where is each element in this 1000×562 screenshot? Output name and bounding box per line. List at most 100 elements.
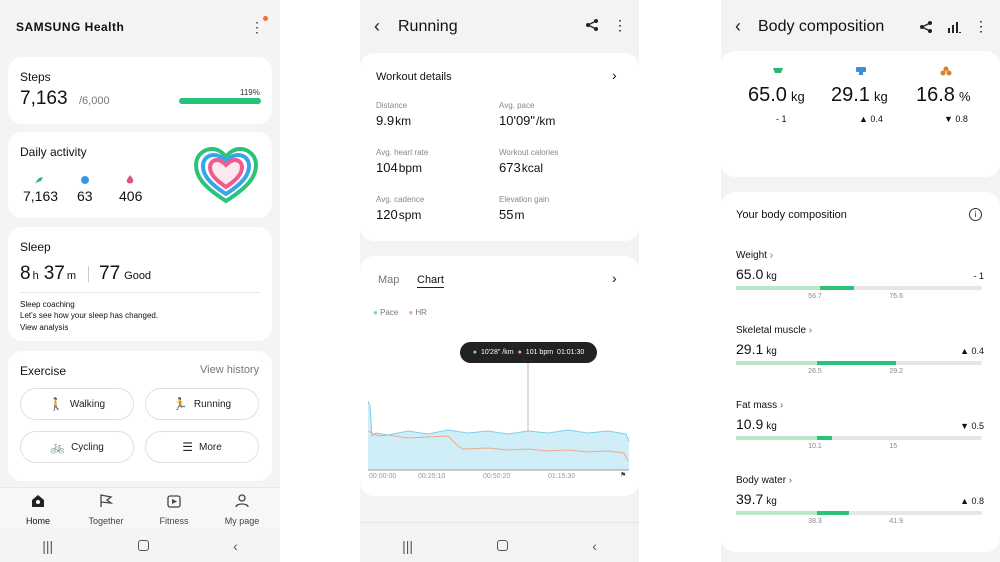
stat-unit: m — [514, 208, 525, 222]
steps-goal: /6,000 — [79, 95, 110, 107]
stat-unit: kcal — [521, 161, 544, 175]
walking-label: Walking — [69, 398, 106, 410]
home-screen: SAMSUNG Health ⋮ Steps 7,163 /6,000 119%… — [0, 0, 280, 562]
stat-unit: km — [395, 114, 412, 128]
chart-card: Map Chart › ● Pace ● HR ● 10'28" /km ● 101… — [360, 256, 639, 496]
pace-line — [368, 400, 630, 442]
nav-together[interactable]: Together — [80, 494, 132, 526]
sleep-minutes: 37 — [43, 263, 65, 284]
walking-button[interactable]: 🚶 Walking — [20, 388, 134, 420]
stat-number: 120 — [376, 207, 398, 222]
row-value: 65.0 kg — [736, 266, 777, 282]
recent-apps-icon[interactable]: ||| — [42, 537, 54, 554]
exercise-title: Exercise — [20, 364, 67, 378]
range-bar-segment — [736, 361, 818, 365]
legend-hr: ● HR — [408, 308, 427, 317]
running-screen: ‹ Running ⋮ Workout details › Distance 9.… — [360, 0, 639, 562]
more-options-icon[interactable]: ⋮ — [250, 18, 264, 35]
chevron-right-icon: › — [766, 250, 774, 261]
nav-home[interactable]: Home — [14, 494, 62, 526]
stat-unit: /km — [536, 114, 556, 128]
pace-hr-chart[interactable] — [368, 361, 632, 481]
nav-home-label: Home — [25, 516, 50, 526]
back-icon[interactable]: ‹ — [735, 16, 741, 36]
summary-delta: ▲ 0.4 — [859, 114, 883, 124]
sleep-minutes-unit: m — [66, 270, 77, 282]
row-label[interactable]: Skeletal muscle › — [736, 325, 812, 336]
recent-apps-icon[interactable]: ||| — [402, 537, 413, 554]
nav-my-page-label: My page — [224, 516, 260, 526]
stat-number: 673 — [499, 160, 521, 175]
stat-label: Avg. heart rate — [376, 148, 429, 157]
home-icon — [14, 494, 62, 510]
range-tick: 26.5 — [808, 368, 822, 375]
hr-line — [368, 430, 629, 462]
row-number: 39.7 — [736, 491, 764, 507]
more-options-icon[interactable]: ⋮ — [974, 18, 988, 34]
tab-chart[interactable]: Chart — [417, 274, 444, 288]
view-history-link[interactable]: View history — [200, 364, 260, 376]
stat-value: 673kcal — [499, 160, 543, 175]
range-tick: 56.7 — [808, 293, 822, 300]
chevron-right-icon[interactable]: › — [612, 67, 617, 83]
stat-unit: bpm — [398, 161, 423, 175]
system-nav-bar: ||| ‹ — [360, 529, 639, 562]
flag-icon — [80, 494, 132, 510]
nav-fitness-label: Fitness — [159, 516, 189, 526]
back-icon[interactable]: ‹ — [374, 16, 380, 36]
nav-together-label: Together — [88, 516, 124, 526]
tab-map[interactable]: Map — [378, 274, 400, 286]
cycling-button[interactable]: 🚲 Cycling — [20, 431, 134, 463]
divider — [88, 266, 89, 282]
daily-activity-title: Daily activity — [20, 145, 87, 159]
sleep-hours: 8 — [20, 263, 31, 284]
nav-my-page[interactable]: My page — [216, 494, 268, 526]
x-tick: 00:50:20 — [483, 473, 511, 480]
tooltip-hr: 101 bpm — [525, 349, 554, 356]
back-system-icon[interactable]: ‹ — [233, 537, 238, 554]
chevron-right-icon[interactable]: › — [612, 270, 617, 286]
daily-activity-card[interactable]: Daily activity 7,163 63 406 — [8, 132, 272, 218]
share-icon[interactable] — [919, 20, 933, 34]
more-button[interactable]: ☰ More — [145, 431, 259, 463]
chart-tooltip: ● 10'28" /km ● 101 bpm 01:01:30 — [460, 342, 597, 363]
row-label[interactable]: Fat mass › — [736, 400, 783, 411]
back-system-icon[interactable]: ‹ — [592, 537, 597, 554]
sleep-score-value: 77 — [99, 263, 121, 284]
activity-heart-icon — [194, 147, 258, 205]
body-composition-card: Your body composition i Weight › 65.0 kg - … — [721, 192, 1000, 552]
sleep-duration: 8 h 37 m — [20, 263, 76, 285]
nav-fitness[interactable]: Fitness — [148, 494, 200, 526]
row-label[interactable]: Body water › — [736, 475, 792, 486]
chevron-right-icon: › — [806, 325, 813, 336]
x-tick: 00:25:10 — [418, 473, 446, 480]
steps-card[interactable]: Steps 7,163 /6,000 119% — [8, 57, 272, 124]
summary-unit: kg — [790, 89, 805, 104]
stat-label: Avg. cadence — [376, 195, 425, 204]
home-system-icon[interactable] — [137, 540, 149, 551]
summary-unit: % — [958, 89, 971, 104]
divider — [360, 522, 639, 523]
x-tick: 01:15:30 — [548, 473, 576, 480]
running-button[interactable]: 🏃 Running — [145, 388, 259, 420]
row-label-text: Body water — [736, 475, 787, 486]
sleep-coaching-title: Sleep coaching — [20, 300, 75, 309]
x-tick: 00:00:00 — [369, 473, 397, 480]
workout-details-title: Workout details — [376, 71, 452, 83]
view-analysis-link[interactable]: View analysis — [20, 323, 69, 332]
home-system-icon[interactable] — [497, 540, 509, 551]
stat-number: 104 — [376, 160, 398, 175]
sleep-card[interactable]: Sleep 8 h 37 m 77 Good Sleep coaching Le… — [8, 227, 272, 341]
row-unit: kg — [766, 346, 777, 357]
more-options-icon[interactable]: ⋮ — [613, 17, 627, 33]
share-icon[interactable] — [585, 18, 599, 32]
page-title: Running — [398, 18, 458, 35]
row-label[interactable]: Weight › — [736, 250, 773, 261]
bottom-nav: Home Together Fitness My page — [0, 487, 280, 529]
summary-card: 65.0 kg - 1 29.1 kg ▲ 0.4 16.8% ▼ 0.8 — [721, 51, 1000, 177]
page-title: Body composition — [758, 18, 885, 35]
range-bar — [736, 286, 982, 290]
info-icon[interactable]: i — [969, 208, 982, 221]
trends-icon[interactable] — [947, 20, 961, 34]
row-value: 29.1 kg — [736, 341, 777, 357]
